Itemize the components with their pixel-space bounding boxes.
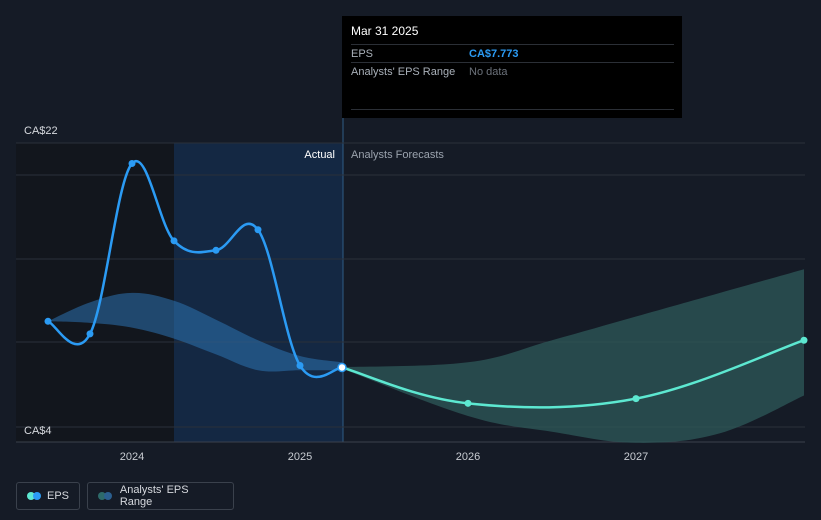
forecast-point[interactable] bbox=[800, 336, 808, 344]
forecast-series-line bbox=[341, 339, 805, 409]
tooltip-row-range: Analysts' EPS Range No data bbox=[351, 62, 674, 80]
eps-point[interactable] bbox=[212, 246, 220, 254]
forecast-point[interactable] bbox=[632, 395, 640, 403]
x-tick-label: 2027 bbox=[624, 451, 648, 463]
range-past-area bbox=[48, 292, 342, 372]
forecast-point[interactable] bbox=[464, 399, 472, 407]
legend-range-label: Analysts' EPS Range bbox=[119, 484, 189, 508]
x-tick-label: 2026 bbox=[456, 451, 480, 463]
legend-eps-label: EPS bbox=[46, 490, 69, 502]
tooltip-eps-value: CA$7.773 bbox=[469, 47, 519, 60]
actual-region-label: Actual bbox=[304, 149, 335, 161]
x-axis: 2024 2025 2026 2027 bbox=[120, 451, 648, 463]
tooltip-range-value: No data bbox=[469, 65, 508, 78]
data-points bbox=[44, 160, 808, 407]
tooltip: Mar 31 2025 EPS CA$7.773 Analysts' EPS R… bbox=[342, 16, 682, 118]
y-axis-max-label: CA$22 bbox=[24, 125, 58, 137]
tooltip-range-label: Analysts' EPS Range bbox=[351, 65, 456, 78]
eps-point[interactable] bbox=[296, 361, 304, 369]
eps-chart: 2024 2025 2026 2027 CA$22 CA$4 Actual Analy… bbox=[16, 118, 808, 463]
history-shade bbox=[16, 143, 174, 442]
eps-legend-icon bbox=[27, 492, 41, 500]
tooltip-divider bbox=[351, 109, 674, 110]
last-year-highlight bbox=[174, 143, 343, 442]
x-tick-label: 2024 bbox=[120, 451, 144, 463]
range-forecast-area bbox=[342, 269, 804, 443]
eps-point[interactable] bbox=[128, 160, 136, 168]
eps-point[interactable] bbox=[86, 330, 94, 338]
y-axis-min-label: CA$4 bbox=[24, 425, 52, 437]
range-legend-icon bbox=[98, 492, 112, 500]
forecast-region-label: Analysts Forecasts bbox=[351, 149, 444, 161]
eps-point[interactable] bbox=[44, 317, 52, 325]
tooltip-eps-label: EPS bbox=[351, 47, 374, 60]
x-tick-label: 2025 bbox=[288, 451, 312, 463]
legend-eps-button[interactable]: EPS bbox=[16, 482, 80, 510]
legend-range-button[interactable]: Analysts' EPS Range bbox=[87, 482, 234, 510]
tooltip-date: Mar 31 2025 bbox=[351, 24, 419, 38]
eps-point[interactable] bbox=[337, 362, 347, 373]
eps-point[interactable] bbox=[170, 237, 178, 245]
eps-point[interactable] bbox=[254, 226, 262, 234]
eps-series-line bbox=[47, 159, 343, 379]
tooltip-row-eps: EPS CA$7.773 bbox=[351, 44, 674, 62]
